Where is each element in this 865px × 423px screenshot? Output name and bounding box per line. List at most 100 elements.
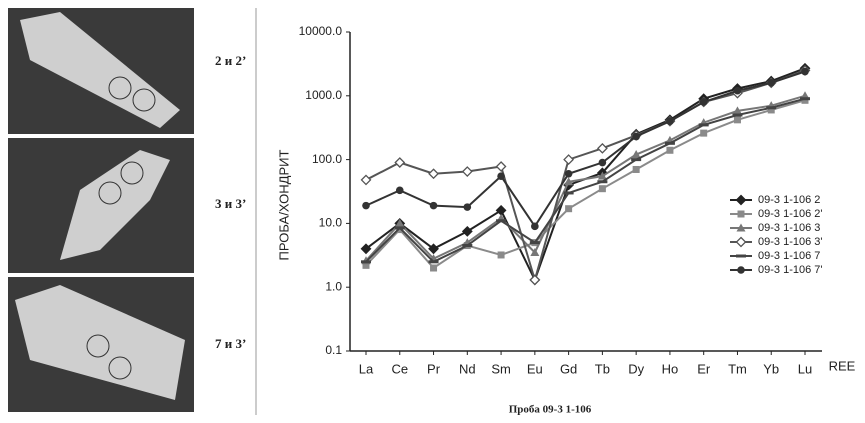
- marker: [395, 186, 404, 195]
- marker: [529, 274, 541, 286]
- marker: [631, 158, 642, 162]
- spot: [120, 161, 144, 185]
- legend-label: 09-3 1-106 7': [758, 264, 822, 276]
- panel-label: 2 и 2’: [215, 53, 246, 68]
- marker: [360, 174, 372, 186]
- x-tick-label: Ho: [662, 361, 679, 376]
- y-tick-label: 1000.0: [305, 88, 342, 102]
- marker: [563, 191, 574, 195]
- marker: [732, 113, 743, 117]
- legend-marker: [736, 223, 746, 232]
- marker: [699, 98, 708, 106]
- marker: [428, 260, 439, 264]
- marker: [767, 78, 776, 87]
- marker: [664, 141, 675, 145]
- marker: [461, 225, 473, 237]
- marker: [767, 106, 775, 114]
- legend-label: 09-3 1-106 7: [758, 250, 820, 262]
- marker: [531, 222, 539, 231]
- marker: [733, 116, 741, 124]
- marker: [495, 161, 507, 172]
- marker: [461, 166, 473, 177]
- x-tick-label: Dy: [628, 361, 644, 376]
- marker: [632, 132, 640, 141]
- marker: [565, 205, 573, 213]
- legend-label: 09-3 1-106 2: [758, 194, 820, 206]
- x-tick-label: Pr: [427, 361, 441, 376]
- marker: [462, 244, 473, 248]
- series-line: [365, 69, 806, 284]
- x-tick-label: La: [359, 361, 374, 376]
- marker: [800, 97, 810, 101]
- x-tick-label: Tm: [728, 361, 747, 376]
- legend-marker: [735, 236, 747, 248]
- panel-label: 3 и 3’: [215, 196, 246, 211]
- marker: [497, 251, 505, 259]
- marker: [698, 123, 709, 127]
- series-line: [365, 99, 806, 270]
- caption: Проба 09-3 1-106: [509, 404, 592, 416]
- marker: [495, 204, 507, 216]
- y-tick-label: 10000.0: [299, 24, 343, 38]
- x-axis-label: REE: [829, 358, 856, 373]
- crystal-shape: [20, 12, 180, 128]
- marker: [733, 86, 742, 95]
- marker: [429, 201, 438, 210]
- marker: [497, 172, 505, 180]
- marker: [666, 117, 674, 125]
- marker: [564, 169, 573, 178]
- marker: [530, 247, 540, 256]
- marker: [362, 261, 370, 269]
- marker: [597, 171, 607, 180]
- marker: [362, 201, 370, 210]
- x-tick-label: Tb: [595, 361, 610, 376]
- y-tick-label: 0.1: [325, 343, 342, 357]
- y-tick-label: 1.0: [325, 279, 342, 293]
- x-tick-label: Er: [697, 361, 711, 376]
- legend-marker: [737, 266, 745, 274]
- marker: [766, 106, 777, 110]
- marker: [394, 226, 405, 230]
- marker: [396, 226, 404, 234]
- marker: [598, 158, 607, 167]
- y-axis-label: ПРОБА/ХОНДРИТ: [276, 150, 291, 261]
- marker: [564, 177, 574, 186]
- marker: [563, 154, 575, 166]
- crystal-shape: [15, 285, 185, 400]
- legend-marker: [735, 194, 747, 206]
- marker: [529, 241, 540, 245]
- marker: [700, 129, 708, 137]
- marker: [430, 264, 438, 272]
- x-tick-label: Sm: [491, 361, 511, 376]
- legend-marker: [736, 254, 746, 258]
- x-tick-label: Nd: [459, 361, 476, 376]
- legend-marker: [737, 210, 745, 218]
- marker: [631, 150, 641, 159]
- marker: [632, 165, 640, 173]
- series-line: [365, 70, 806, 229]
- legend-label: 09-3 1-106 3': [758, 236, 822, 248]
- spot: [98, 181, 122, 205]
- marker: [394, 157, 406, 168]
- spot: [132, 88, 156, 112]
- marker: [732, 106, 742, 115]
- marker: [596, 142, 608, 154]
- x-tick-label: Ce: [391, 361, 408, 376]
- marker: [360, 243, 372, 255]
- marker: [801, 67, 809, 76]
- marker: [496, 219, 507, 223]
- y-tick-label: 100.0: [312, 152, 342, 166]
- panel-label: 7 и 3’: [215, 336, 246, 351]
- marker: [598, 185, 606, 193]
- spot: [108, 356, 132, 380]
- marker: [428, 168, 439, 180]
- spot: [108, 76, 132, 100]
- marker: [395, 218, 405, 227]
- legend-label: 09-3 1-106 3: [758, 222, 820, 234]
- x-tick-label: Lu: [798, 361, 812, 376]
- y-tick-label: 10.0: [319, 216, 343, 230]
- marker: [463, 203, 472, 211]
- x-tick-label: Eu: [527, 361, 543, 376]
